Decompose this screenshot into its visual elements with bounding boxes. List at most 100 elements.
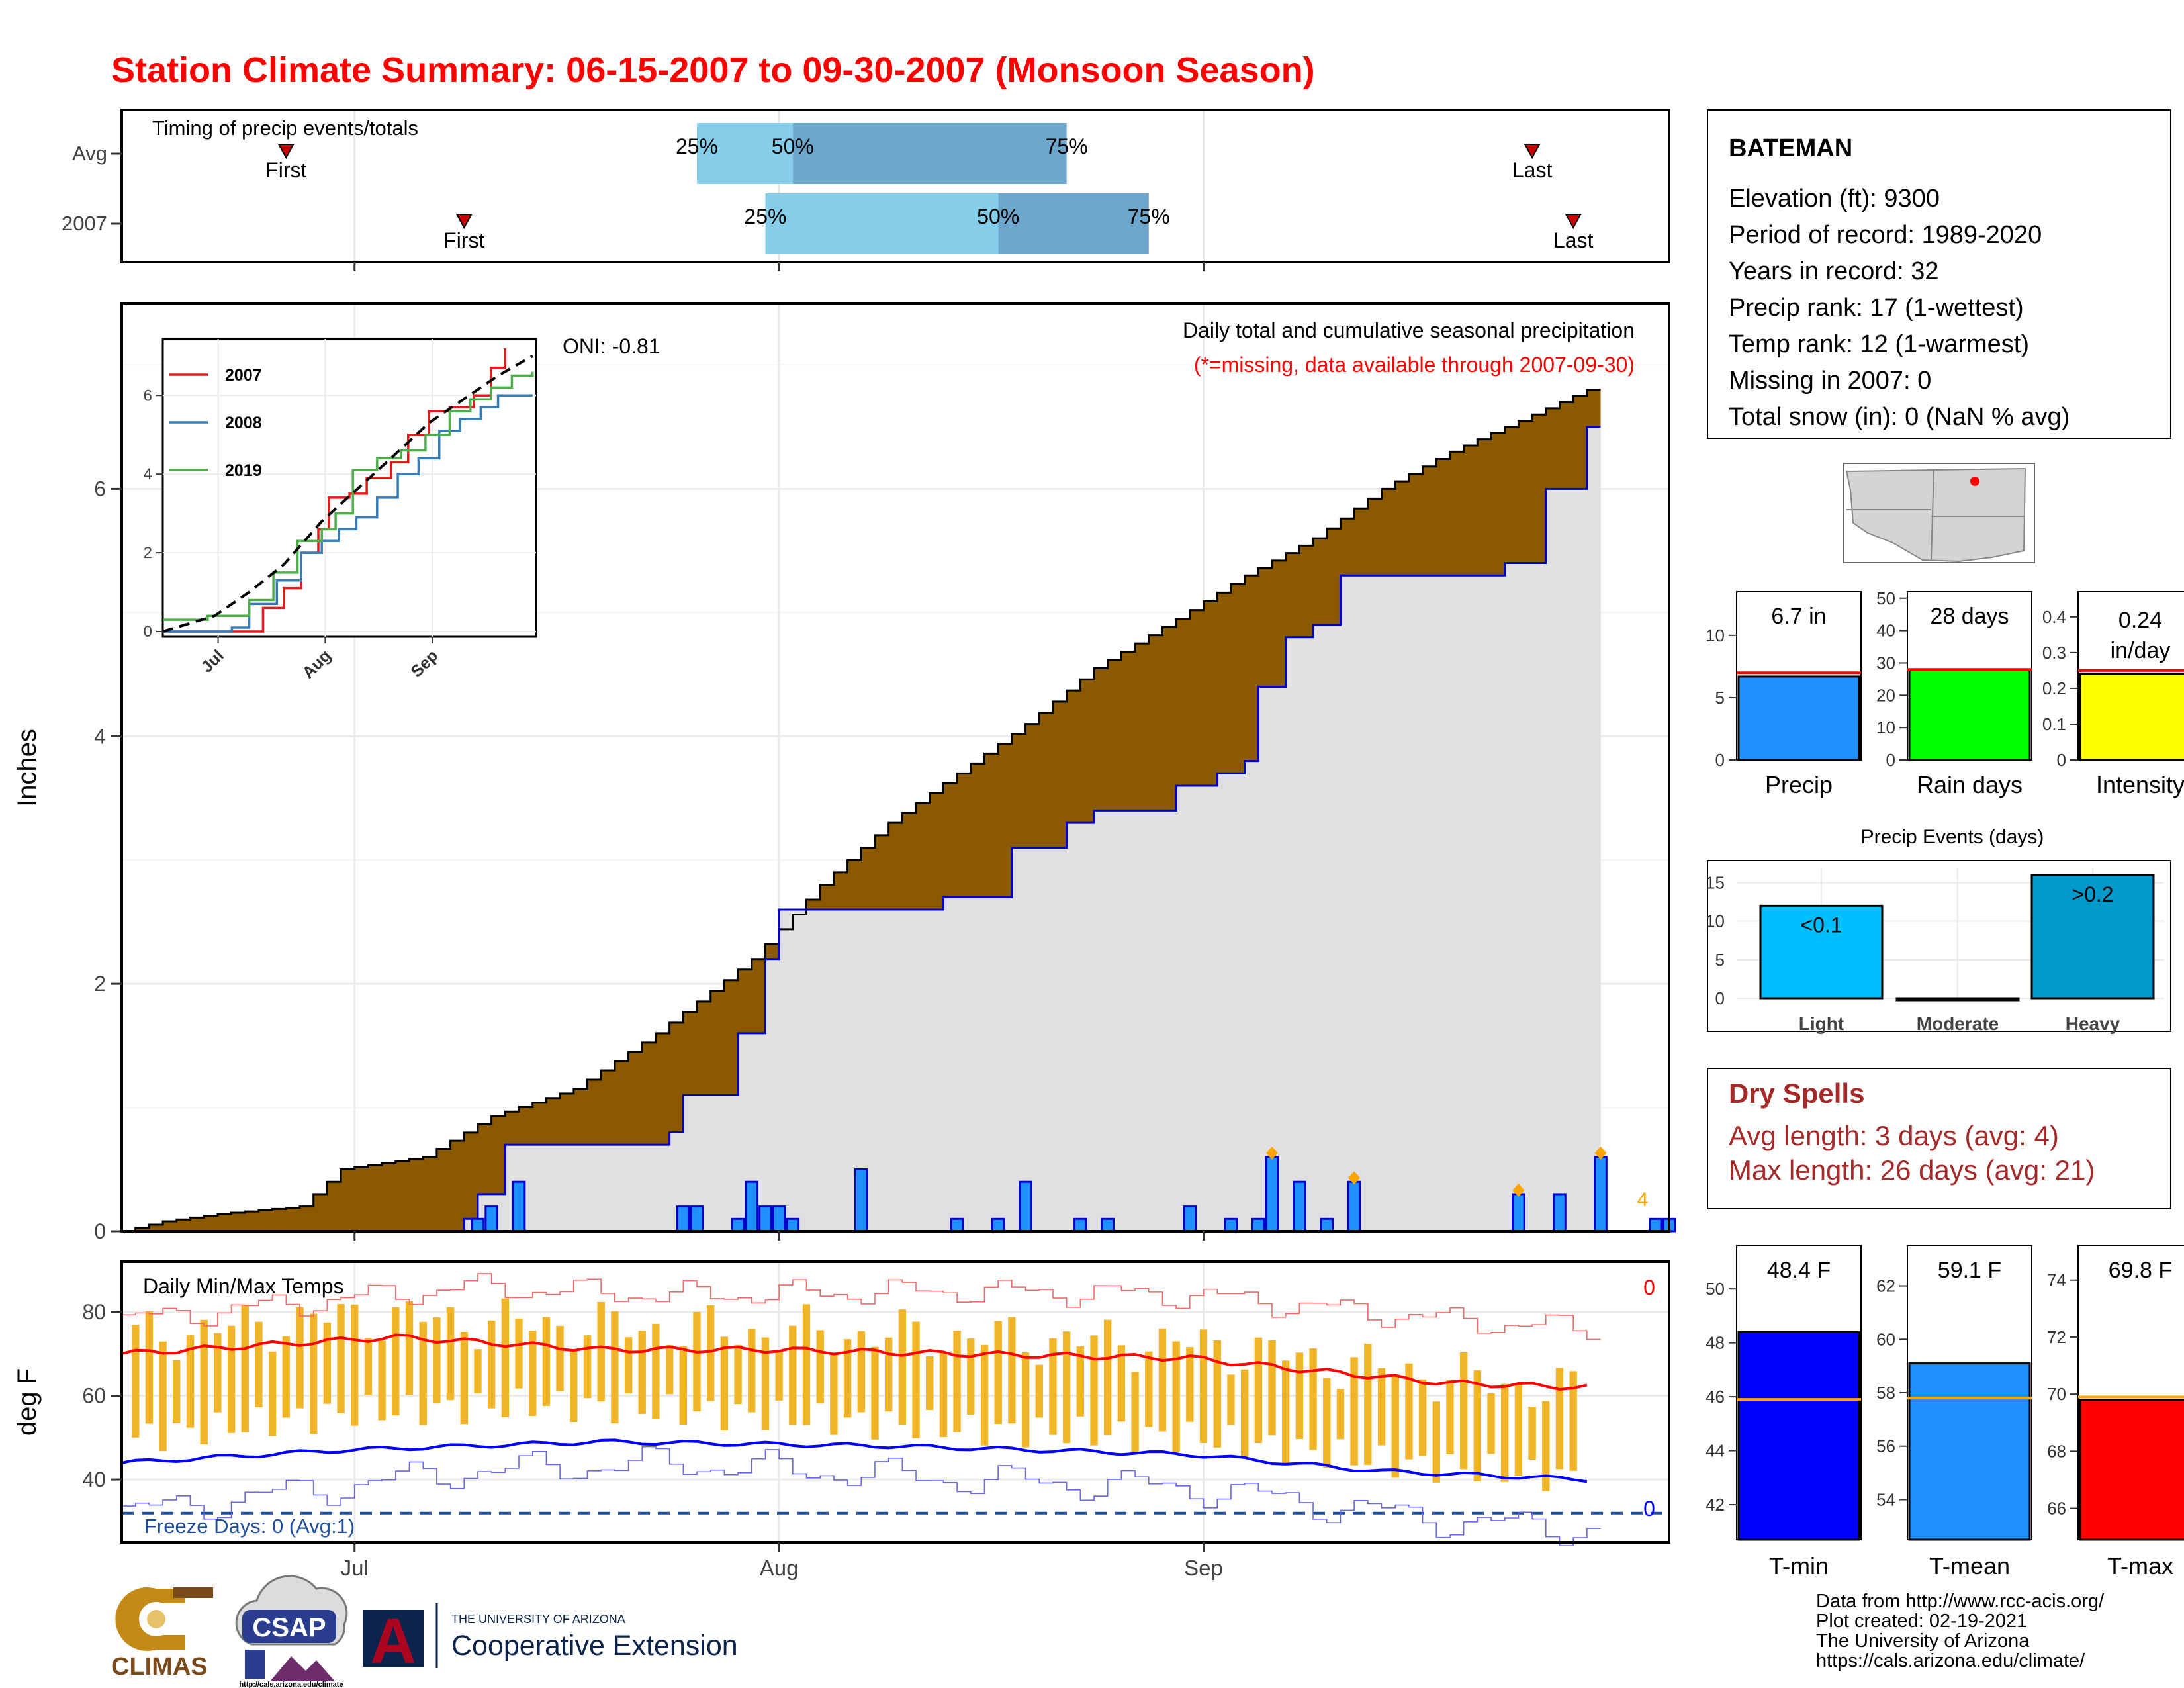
precip-daily-bar bbox=[731, 1217, 745, 1233]
station-line: Missing in 2007: 0 bbox=[1729, 367, 1931, 395]
precip-extreme-marker bbox=[1348, 1171, 1361, 1185]
timing-q25-label-avg: 25% bbox=[676, 134, 718, 158]
climas-emblem bbox=[115, 1587, 185, 1651]
mini-bar-rain-days bbox=[1908, 668, 2031, 761]
station-line: Temp rank: 12 (1-warmest) bbox=[1729, 330, 2029, 358]
precip-daily-bar bbox=[1553, 1193, 1567, 1233]
timing-q25-q50-bar-avg bbox=[696, 123, 793, 184]
climas-logo: CLIMAS bbox=[111, 1587, 213, 1681]
mini-value-t-mean: 59.1 F bbox=[1938, 1258, 2001, 1283]
mini-tick-label-t-min: 44 bbox=[1706, 1441, 1725, 1461]
temp-daily-bar bbox=[720, 1336, 729, 1430]
mini-tick-label-t-max: 68 bbox=[2047, 1441, 2066, 1461]
mini-unit-intensity: in/day bbox=[2111, 638, 2171, 663]
temp-daily-bar bbox=[1145, 1351, 1153, 1427]
events-bar-label-light: <0.1 bbox=[1800, 913, 1842, 937]
temp-daily-bar bbox=[1104, 1319, 1112, 1436]
temp-y-label: deg F bbox=[13, 1368, 42, 1436]
temp-daily-bar bbox=[611, 1311, 619, 1424]
csap-logo: CSAP http://cals.arizona.edu/climate bbox=[235, 1575, 348, 1688]
precip-y-ticks: 0 2 4 6 bbox=[94, 477, 122, 1243]
inset-series-lines bbox=[162, 348, 534, 633]
temp-daily-bar bbox=[652, 1323, 660, 1419]
temp-daily-bar bbox=[748, 1329, 756, 1413]
precip-daily-bar bbox=[1512, 1193, 1525, 1233]
credit-website: https://cals.arizona.edu/climate/ bbox=[1816, 1650, 2085, 1671]
mini-tick-label-t-max: 66 bbox=[2047, 1499, 2066, 1519]
events-bar-heavy bbox=[2030, 874, 2155, 1000]
mini-tick-label-t-max: 70 bbox=[2047, 1384, 2066, 1404]
temp-daily-bar bbox=[529, 1331, 537, 1416]
precip-daily-bar bbox=[1265, 1156, 1279, 1233]
temp-daily-bar bbox=[296, 1307, 304, 1409]
temp-ytick-label: 60 bbox=[82, 1384, 106, 1408]
precip-daily-bar bbox=[676, 1205, 690, 1233]
precip-daily-bar bbox=[690, 1205, 704, 1233]
temp-daily-bar bbox=[419, 1321, 427, 1425]
precip-frame-border bbox=[120, 302, 1670, 1233]
temp-daily-bar bbox=[734, 1344, 742, 1405]
mini-bar-intensity bbox=[2079, 673, 2184, 761]
map-region-shape bbox=[1845, 467, 2026, 563]
timing-q75-label-2007: 75% bbox=[1128, 205, 1170, 228]
temp-daily-bar bbox=[898, 1309, 907, 1425]
temp-daily-bar bbox=[433, 1317, 441, 1404]
timing-last-label-avg: Last bbox=[1512, 158, 1553, 182]
mini-label-t-min: T-min bbox=[1769, 1552, 1829, 1579]
events-category-moderate: Moderate bbox=[1917, 1013, 1999, 1034]
mini-label-intensity: Intensity bbox=[2096, 771, 2184, 798]
station-lines: Elevation (ft): 9300 Period of record: 19… bbox=[1729, 185, 2070, 431]
ua-shield bbox=[363, 1610, 424, 1667]
temp-daily-bar bbox=[1227, 1374, 1235, 1425]
temp-daily-bar bbox=[1035, 1364, 1043, 1418]
temp-record-high-line bbox=[122, 1273, 1601, 1340]
climas-wordmark: CLIMAS bbox=[111, 1653, 208, 1681]
dry-spells-box: Dry Spells Avg length: 3 days (avg: 4) M… bbox=[1707, 1068, 2171, 1209]
precip-ytick-label: 6 bbox=[94, 477, 106, 500]
events-category-light: Light bbox=[1799, 1013, 1844, 1034]
timing-q25-q50-bar-2007 bbox=[765, 193, 999, 254]
credit-university: The University of Arizona bbox=[1816, 1630, 2030, 1652]
temp-daily-bar bbox=[980, 1344, 989, 1446]
mini-tick-label-rain-days: 40 bbox=[1876, 621, 1895, 641]
precip-daily-bar bbox=[1073, 1217, 1087, 1233]
temp-average-min-line bbox=[121, 1438, 1588, 1483]
mini-tick-label-t-max: 74 bbox=[2047, 1270, 2066, 1290]
temp-daily-bar bbox=[487, 1320, 496, 1409]
station-frame bbox=[1707, 109, 2171, 439]
temp-daily-bar bbox=[200, 1319, 208, 1445]
mini-value-intensity: 0.24 bbox=[2118, 608, 2162, 633]
precip-daily-bar bbox=[1649, 1217, 1662, 1233]
ua-extension: Cooperative Extension bbox=[451, 1630, 738, 1662]
mini-tick-label-t-min: 42 bbox=[1706, 1495, 1725, 1515]
credit-plot-date: Plot created: 02-19-2021 bbox=[1816, 1611, 2027, 1632]
temp-daily-bar bbox=[1555, 1368, 1564, 1470]
temp-daily-bar bbox=[1281, 1360, 1290, 1466]
temp-daily-bar bbox=[816, 1330, 824, 1404]
inset-line-2019 bbox=[163, 371, 534, 621]
temp-panel: Daily Min/Max Temps 0 0 Freeze Days: 0 (… bbox=[13, 1231, 1670, 1580]
mini-bar-t-max bbox=[2079, 1399, 2184, 1541]
mini-tick-label-precip: 10 bbox=[1706, 626, 1725, 645]
temp-daily-bar bbox=[1336, 1389, 1345, 1440]
timing-q50-q75-bar-2007 bbox=[998, 193, 1149, 254]
mini-tick-label-t-mean: 58 bbox=[1876, 1383, 1895, 1403]
precip-daily-bar bbox=[1293, 1180, 1306, 1233]
temp-daily-bar bbox=[378, 1340, 386, 1421]
temp-daily-bar bbox=[1049, 1338, 1057, 1435]
mini-tick-label-rain-days: 0 bbox=[1886, 750, 1895, 770]
temp-daily-bar bbox=[1186, 1347, 1194, 1422]
mini-bar-t-mean bbox=[1908, 1362, 2031, 1541]
temp-daily-bar bbox=[1391, 1376, 1399, 1478]
season-totals-panel: 0 5 10 6.7 in Precip 0 10 20 30 40 50 28 days Rain d… bbox=[1706, 588, 2184, 798]
temp-daily-bar bbox=[1569, 1371, 1577, 1471]
temp-daily-bar bbox=[1487, 1393, 1495, 1454]
map-state-border bbox=[1846, 469, 2024, 560]
extreme-count-label: 4 bbox=[1637, 1189, 1649, 1211]
temp-high-count: 0 bbox=[1643, 1276, 1655, 1299]
temp-daily-bar bbox=[1213, 1340, 1221, 1448]
precip-daily-bar bbox=[1101, 1217, 1115, 1233]
ua-logo: A THE UNIVERSITY OF ARIZONA Cooperative … bbox=[363, 1603, 738, 1677]
mini-tick-label-intensity: 0.4 bbox=[2042, 607, 2066, 627]
inset-legend: 2007 2008 2019 bbox=[169, 366, 262, 480]
